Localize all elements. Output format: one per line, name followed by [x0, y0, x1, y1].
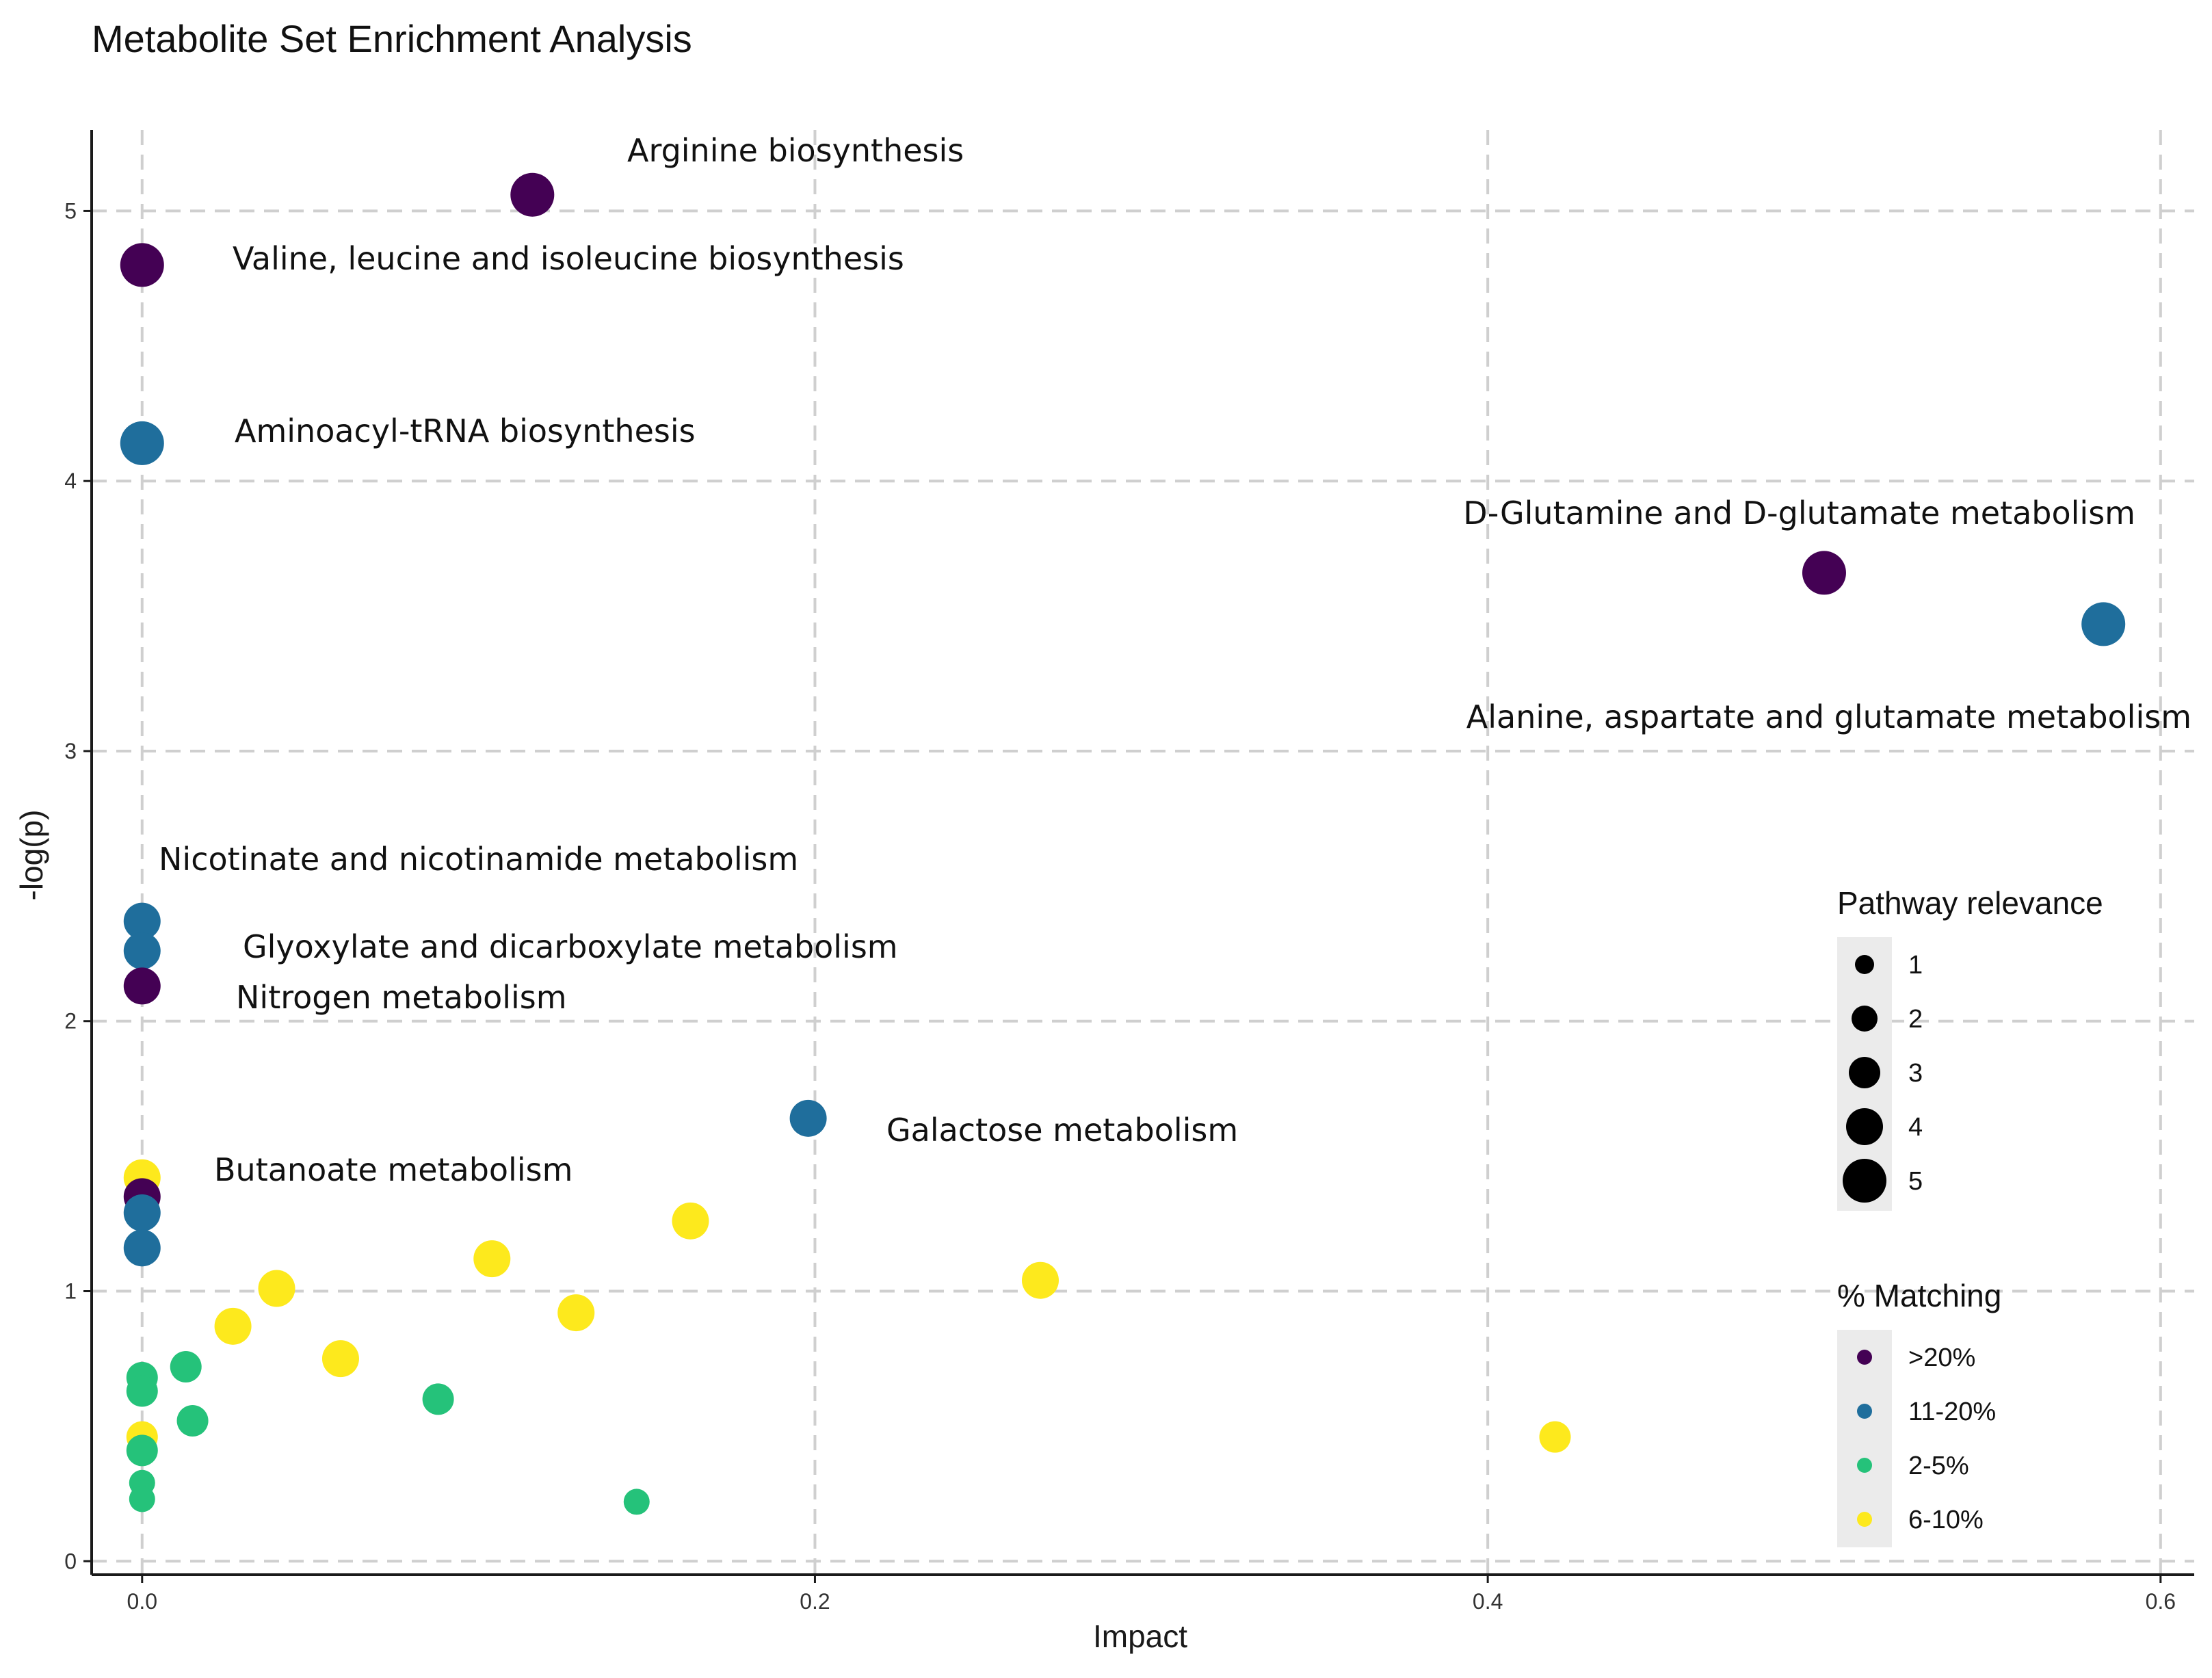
y-axis-title: -log(p) — [14, 810, 49, 901]
data-point — [214, 1307, 252, 1345]
point-label: Alanine, aspartate and glutamate metabol… — [1466, 698, 2191, 735]
point-label: Nicotinate and nicotinamide metabolism — [159, 841, 798, 878]
x-tick-label: 0.4 — [1473, 1589, 1503, 1614]
points-layer — [120, 172, 2126, 1515]
data-point — [422, 1383, 454, 1415]
data-point — [176, 1404, 209, 1437]
legend-size-label: 4 — [1908, 1113, 1923, 1142]
legend-size-label: 1 — [1908, 951, 1923, 980]
y-tick-label: 3 — [64, 739, 77, 763]
data-point — [321, 1340, 359, 1378]
data-point — [789, 1099, 827, 1137]
point-label: Galactose metabolism — [886, 1112, 1238, 1149]
legend-color-key-background — [1837, 1330, 1892, 1547]
legend-color-label: >20% — [1908, 1343, 1975, 1372]
legend-color-swatch — [1857, 1350, 1872, 1365]
legend-color-swatch — [1857, 1404, 1872, 1419]
point-label: Butanoate metabolism — [214, 1151, 572, 1188]
chart-title: Metabolite Set Enrichment Analysis — [92, 17, 692, 60]
point-label: Aminoacyl-tRNA biosynthesis — [235, 412, 696, 449]
data-point — [1021, 1261, 1059, 1299]
y-tick-label: 0 — [64, 1549, 77, 1573]
legend-color-label: 11-20% — [1908, 1398, 1996, 1426]
legend: Pathway relevance 1 2 3 4 5 % Matching >20% 11-2… — [1837, 885, 2103, 1547]
data-point — [2081, 602, 2126, 646]
legend-size-label: 2 — [1908, 1005, 1923, 1034]
point-label: Nitrogen metabolism — [236, 979, 567, 1016]
data-point — [123, 1229, 161, 1267]
data-point — [623, 1489, 650, 1515]
legend-size-swatch — [1852, 1006, 1878, 1032]
x-tick-label: 0.6 — [2146, 1589, 2176, 1614]
legend-size-swatch — [1846, 1108, 1883, 1145]
y-tick-label: 2 — [64, 1009, 77, 1034]
point-label: Valine, leucine and isoleucine biosynthe… — [233, 240, 904, 277]
point-labels-layer: Arginine biosynthesis Valine, leucine and… — [159, 132, 2191, 1188]
data-point — [510, 172, 555, 217]
data-point — [120, 243, 164, 287]
point-label: Arginine biosynthesis — [627, 132, 964, 169]
legend-size-swatch — [1843, 1159, 1886, 1203]
data-point — [473, 1240, 511, 1278]
legend-color-title: % Matching — [1837, 1278, 2001, 1313]
x-tick-label: 0.0 — [127, 1589, 157, 1614]
data-point — [126, 1375, 158, 1407]
y-tick-label: 1 — [64, 1279, 77, 1303]
legend-color-label: 2-5% — [1908, 1452, 1969, 1480]
point-label: Glyoxylate and dicarboxylate metabolism — [243, 928, 898, 965]
x-axis-title: Impact — [1093, 1618, 1187, 1654]
point-label: D-Glutamine and D-glutamate metabolism — [1463, 495, 2135, 532]
axes-layer: 0.0 0.2 0.4 0.6 0 1 2 3 4 5 — [64, 130, 2194, 1614]
data-point — [123, 967, 161, 1005]
y-tick-label: 4 — [64, 469, 77, 493]
data-point — [557, 1294, 595, 1332]
legend-size-swatch — [1855, 955, 1874, 974]
legend-color-swatch — [1857, 1512, 1872, 1527]
y-tick-label: 5 — [64, 198, 77, 223]
data-point — [170, 1351, 202, 1383]
legend-size-label: 3 — [1908, 1059, 1923, 1088]
x-tick-label: 0.2 — [800, 1589, 830, 1614]
data-point — [123, 1194, 161, 1232]
data-point — [126, 1434, 158, 1467]
data-point — [129, 1486, 155, 1512]
data-point — [120, 421, 164, 465]
legend-color-swatch — [1857, 1458, 1872, 1473]
legend-color-label: 6-10% — [1908, 1506, 1984, 1534]
data-point — [123, 902, 161, 940]
legend-size-title: Pathway relevance — [1837, 885, 2103, 921]
legend-size-label: 5 — [1908, 1167, 1923, 1196]
data-point — [123, 932, 161, 970]
data-point — [1539, 1421, 1571, 1453]
legend-size-swatch — [1849, 1057, 1880, 1088]
data-point — [258, 1270, 295, 1307]
data-point — [1802, 551, 1846, 595]
data-point — [672, 1202, 709, 1240]
